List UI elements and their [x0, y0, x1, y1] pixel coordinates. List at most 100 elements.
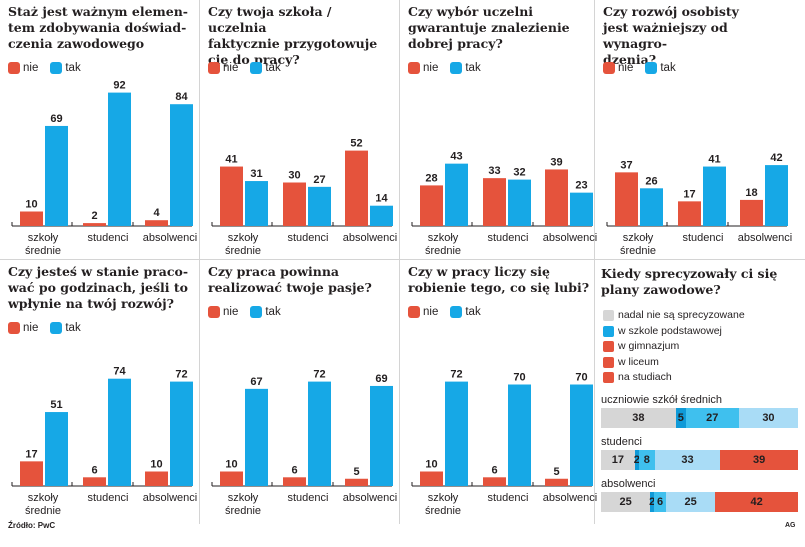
bar-nie [145, 471, 168, 486]
data-label: 37 [620, 159, 632, 171]
bar-segment: 33 [654, 450, 721, 470]
data-label: 10 [25, 199, 37, 211]
bar-segment: 39 [720, 450, 798, 470]
data-label: 72 [313, 369, 325, 381]
data-label: 17 [683, 188, 695, 200]
chart-title: Kiedy sprecyzowały ci się plany zawodowe… [601, 266, 801, 298]
category-label: szkoły [228, 232, 259, 244]
panel-chart-2: Czy twoja szkoła / uczelnia faktycznie pr… [200, 0, 400, 260]
panel-chart-5: Czy jesteś w stanie praco-wać po godzina… [0, 260, 200, 520]
bar-tak [445, 381, 468, 486]
chart-title: Czy w pracy liczy się robienie tego, co s… [408, 264, 593, 296]
legend-item: nadal nie są sprecyzowane [603, 308, 745, 324]
data-label: 33 [488, 165, 500, 177]
title-line: Czy rozwój osobisty [603, 4, 739, 19]
bar-nie [20, 211, 43, 226]
title-line: Czy jesteś w stanie praco- [8, 264, 189, 279]
data-label: 18 [745, 187, 757, 199]
title-line: wpłynie na twój rozwój? [8, 296, 174, 311]
bar-nie [345, 150, 368, 226]
title-line: plany zawodowe? [601, 282, 721, 297]
data-label: 52 [350, 138, 362, 150]
data-label: 69 [375, 373, 387, 385]
category-label: studenci [88, 492, 129, 504]
data-label: 41 [708, 154, 720, 166]
legend-swatch [8, 62, 20, 74]
category-label: szkoły [623, 232, 654, 244]
legend-item-tak: tak [50, 62, 81, 74]
legend-label: tak [265, 62, 281, 74]
category-label: średnie [225, 245, 261, 257]
data-label: 27 [313, 174, 325, 186]
bar-tak [308, 381, 331, 486]
legend-swatch [408, 306, 420, 318]
legend-swatch [603, 356, 614, 368]
category-label: absolwenci [343, 492, 397, 504]
legend-label: w gimnazjum [618, 340, 680, 352]
divider [199, 0, 200, 524]
bar-segment: 2 [634, 450, 640, 470]
bar-segment: 25 [666, 492, 716, 512]
data-label: 32 [513, 167, 525, 179]
bar-tak [370, 385, 393, 486]
bar-nie [420, 471, 443, 486]
category-label: szkoły [228, 492, 259, 504]
chart-title: Czy jesteś w stanie praco-wać po godzina… [8, 264, 193, 312]
stacked-bar: 17 2 8 33 39 [601, 450, 798, 470]
bar-nie [615, 172, 638, 226]
category-label: średnie [425, 505, 461, 517]
data-label: 17 [25, 448, 37, 460]
bar-segment: 42 [715, 492, 798, 512]
category-label: studenci [288, 492, 329, 504]
divider [0, 259, 805, 260]
bar-segment: 8 [638, 450, 655, 470]
bar-tak [640, 188, 663, 226]
bar-segment: 27 [685, 408, 739, 428]
legend-label: tak [65, 322, 81, 334]
data-label: 69 [50, 113, 62, 125]
data-label: 39 [550, 156, 562, 168]
category-label: absolwenci [143, 492, 197, 504]
legend-label: nie [223, 306, 239, 318]
legend-swatch [450, 306, 463, 318]
legend-label: tak [465, 306, 481, 318]
data-label: 10 [225, 459, 237, 471]
title-line: tem zdobywania doświad- [8, 20, 187, 35]
bar-tak [765, 165, 788, 226]
legend-label: tak [465, 62, 481, 74]
chart-title: Staż jest ważnym elemen-tem zdobywania d… [8, 4, 193, 52]
legend-label: nie [618, 62, 634, 74]
data-label: 51 [50, 399, 62, 411]
data-label: 70 [575, 372, 587, 384]
legend: nie tak [8, 62, 93, 74]
bar-nie [420, 185, 443, 226]
bar-tak [45, 125, 68, 226]
data-label: 23 [575, 180, 587, 192]
bar-tak [108, 92, 131, 226]
legend-swatch [208, 62, 220, 74]
bar-segment: 30 [738, 408, 798, 428]
bar-nie [83, 223, 106, 226]
legend-item-tak: tak [645, 62, 676, 74]
bar-tak [570, 384, 593, 486]
group-label: uczniowie szkół średnich [601, 394, 723, 406]
legend-swatch [208, 306, 220, 318]
panel-chart-6: Czy praca powinna realizować twoje pasje?… [200, 260, 400, 520]
bar-nie [740, 199, 763, 226]
bar-segment: 5 [675, 408, 686, 428]
legend-swatch [603, 62, 615, 74]
credit-note: AG [785, 522, 796, 529]
data-label: 2 [91, 210, 97, 222]
data-label: 92 [113, 80, 125, 92]
category-label: absolwenci [343, 232, 397, 244]
bar-tak [170, 381, 193, 486]
chart-title: Czy wybór uczelni gwarantuje znalezienie d… [408, 4, 593, 52]
title-line: Czy twoja szkoła / uczelnia [208, 4, 332, 35]
category-label: studenci [488, 232, 529, 244]
title-line: wać po godzinach, jeśli to [8, 280, 188, 295]
data-label: 41 [225, 154, 237, 166]
bar-nie [220, 471, 243, 486]
stacked-bar: 25 2 6 25 42 [601, 492, 798, 512]
title-line: Staż jest ważnym elemen- [8, 4, 188, 19]
